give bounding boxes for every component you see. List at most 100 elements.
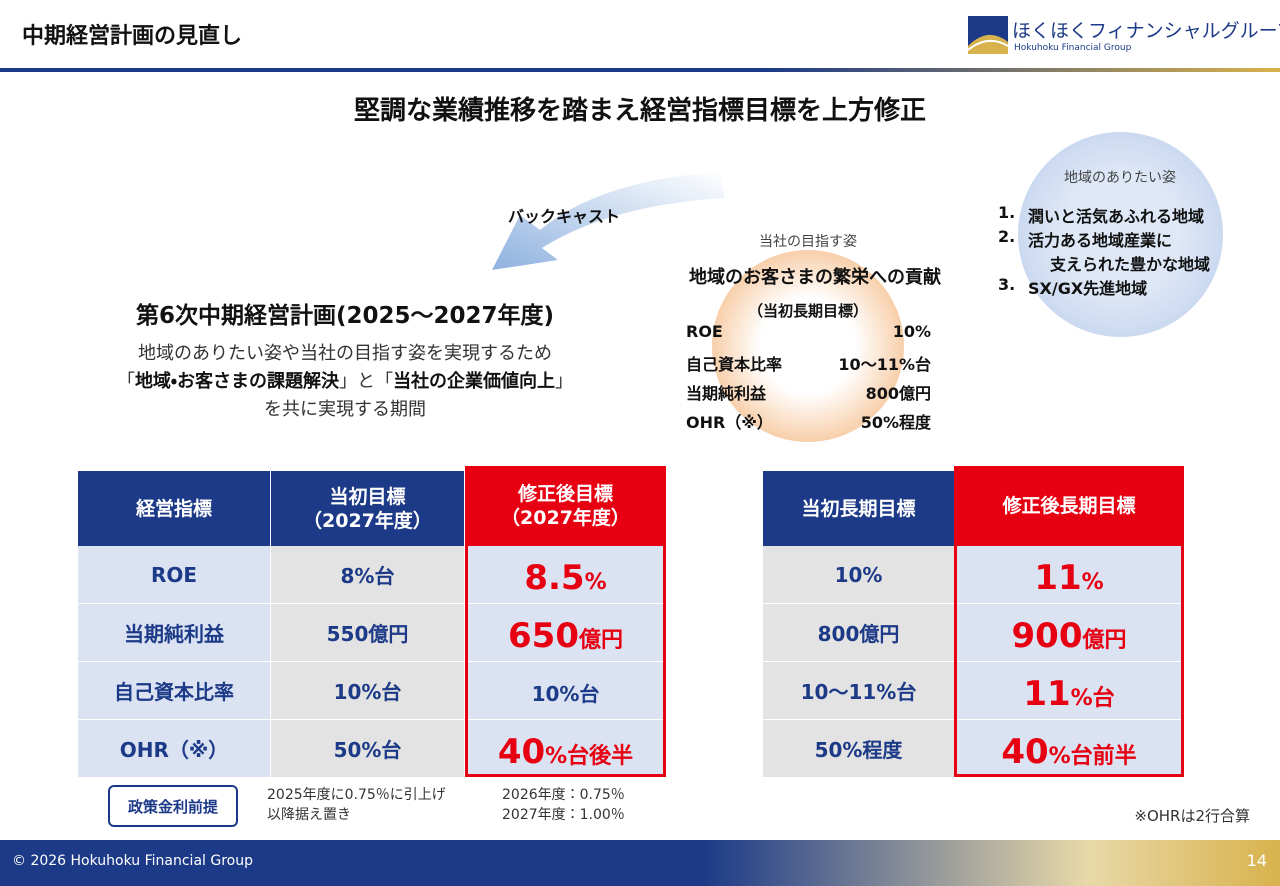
header-text: （2027年度）: [303, 509, 432, 532]
initial-cell: 10%: [763, 546, 954, 603]
company-circle: [712, 250, 904, 442]
region-num: 2.: [998, 227, 1016, 246]
region-num: 1.: [998, 203, 1016, 222]
header-text: 修正後目標: [517, 483, 613, 505]
region-text: SX/GX先進地域: [1028, 279, 1148, 298]
table-header: 修正後長期目標: [955, 466, 1183, 546]
revised-cell: 40 %台前半: [955, 720, 1183, 777]
metric-name: 当期純利益: [78, 604, 270, 661]
metric-name: OHR（※）: [78, 720, 270, 777]
initial-cell: 10～11%台: [763, 662, 954, 719]
metric-name: ROE: [78, 546, 270, 603]
text: 2027年度：1.00％: [502, 807, 625, 823]
company-row-value: 10%: [892, 322, 931, 341]
table-header: 修正後目標 （2027年度）: [466, 466, 665, 546]
backcast-label: バックキャスト: [508, 207, 621, 226]
header-text: 修正後長期目標: [1002, 495, 1136, 517]
region-text: 潤いと活気あふれる地域: [1028, 207, 1205, 226]
revised-unit: %台後半: [545, 744, 634, 769]
revised-cell: 8.5%: [466, 546, 665, 603]
initial-cell: 8%台: [271, 546, 464, 603]
text: 「: [116, 371, 135, 392]
company-label: 当社の目指す姿: [759, 234, 857, 250]
revised-value: 40: [1001, 732, 1049, 772]
revised-value: 650: [508, 616, 579, 656]
revised-cell: 11%: [955, 546, 1183, 603]
company-sub: （当初長期目標）: [747, 302, 869, 320]
header-rule: [0, 68, 1280, 72]
revised-frame: [954, 466, 1184, 777]
table-header: 当初長期目標: [763, 471, 954, 546]
revised-cell: 10%台: [466, 662, 665, 719]
revised-value: 900: [1011, 616, 1083, 656]
revised-unit: 億円: [1082, 628, 1127, 653]
company-row-label: 自己資本比率: [686, 355, 783, 374]
revised-value: 8.5: [524, 558, 585, 598]
logo-ja: ほくほくフィナンシャルグループ: [1012, 20, 1280, 42]
initial-cell: 550億円: [271, 604, 464, 661]
logo-mark: [968, 16, 1008, 54]
revised-value: 40: [497, 732, 546, 772]
plan-title: 第6次中期経営計画(2025～2027年度): [135, 303, 555, 329]
revised-unit: %: [584, 570, 607, 595]
company-row-label: 当期純利益: [686, 384, 767, 403]
company-row-label: ROE: [686, 322, 723, 341]
slide-title: 中期経営計画の見直し: [22, 24, 243, 49]
header-text: 経営指標: [135, 497, 212, 520]
text: 」と「: [339, 371, 394, 392]
plan-line: 地域のありたい姿や当社の目指す姿を実現するため: [138, 343, 552, 364]
backcast-arrow: [492, 172, 725, 270]
text: 2026年度：0.75％: [502, 787, 625, 803]
initial-cell: 800億円: [763, 604, 954, 661]
revised-value: 10%台: [531, 682, 600, 706]
header-text: 当初長期目標: [801, 497, 916, 520]
header-text: （2027年度）: [501, 507, 630, 529]
region-text: 支えられた豊かな地域: [1050, 255, 1211, 274]
note: ※OHRは2行合算: [1134, 807, 1250, 825]
revised-unit: %台: [1070, 686, 1115, 711]
table-header: 経営指標: [78, 471, 270, 546]
logo-en: Hokuhoku Financial Group: [1014, 43, 1132, 53]
company-row-value: 10～11%台: [838, 355, 931, 374]
revised-cell: 11 %台: [955, 662, 1183, 719]
page-number: 14: [1246, 851, 1267, 870]
revised-unit: %: [1081, 570, 1104, 595]
revised-cell: 900 億円: [955, 604, 1183, 661]
company-row-label: OHR（※）: [686, 413, 773, 432]
region-num: 3.: [998, 275, 1016, 294]
initial-cell: 50%程度: [763, 720, 954, 777]
initial-cell: 50%台: [271, 720, 464, 777]
revised-frame: [465, 466, 666, 777]
revised-cell: 40 %台後半: [466, 720, 665, 777]
revised-value: 11: [1023, 674, 1071, 714]
initial-cell: 10%台: [271, 662, 464, 719]
company-row-value: 800億円: [865, 384, 931, 403]
revised-cell: 650 億円: [466, 604, 665, 661]
headline: 堅調な業績推移を踏まえ経営指標目標を上方修正: [353, 96, 927, 126]
revised-unit: %台前半: [1048, 744, 1137, 769]
text: 」: [555, 371, 574, 392]
company-row-value: 50%程度: [860, 413, 931, 432]
company-title: 地域のお客さまの繁栄への貢献: [689, 267, 941, 288]
region-circle: [1018, 132, 1223, 337]
text: 地域・お客さまの課題解決: [134, 371, 340, 392]
plan-line: 「地域・お客さまの課題解決」と「当社の企業価値向上」: [117, 367, 573, 393]
text: 当社の企業価値向上: [393, 371, 556, 392]
region-label: 地域のありたい姿: [1064, 170, 1176, 186]
table-header: 当初目標 （2027年度）: [271, 471, 464, 546]
footer-bar: [0, 840, 1280, 886]
plan-line: を共に実現する期間: [264, 399, 426, 420]
header-text: 当初目標: [329, 485, 406, 508]
text: 2025年度に0.75％に引上げ: [267, 787, 446, 803]
revised-value: 11: [1034, 558, 1082, 598]
copyright: © 2026 Hokuhoku Financial Group: [12, 853, 253, 869]
metric-name: 自己資本比率: [78, 662, 270, 719]
region-text: 活力ある地域産業に: [1028, 231, 1173, 250]
revised-unit: 億円: [578, 628, 623, 653]
policy-left: 2025年度に0.75％に引上げ 以降据え置き: [267, 785, 446, 825]
text: 以降据え置き: [267, 807, 351, 823]
policy-label: 政策金利前提: [108, 785, 238, 827]
policy-right: 2026年度：0.75％ 2027年度：1.00％: [502, 785, 625, 825]
